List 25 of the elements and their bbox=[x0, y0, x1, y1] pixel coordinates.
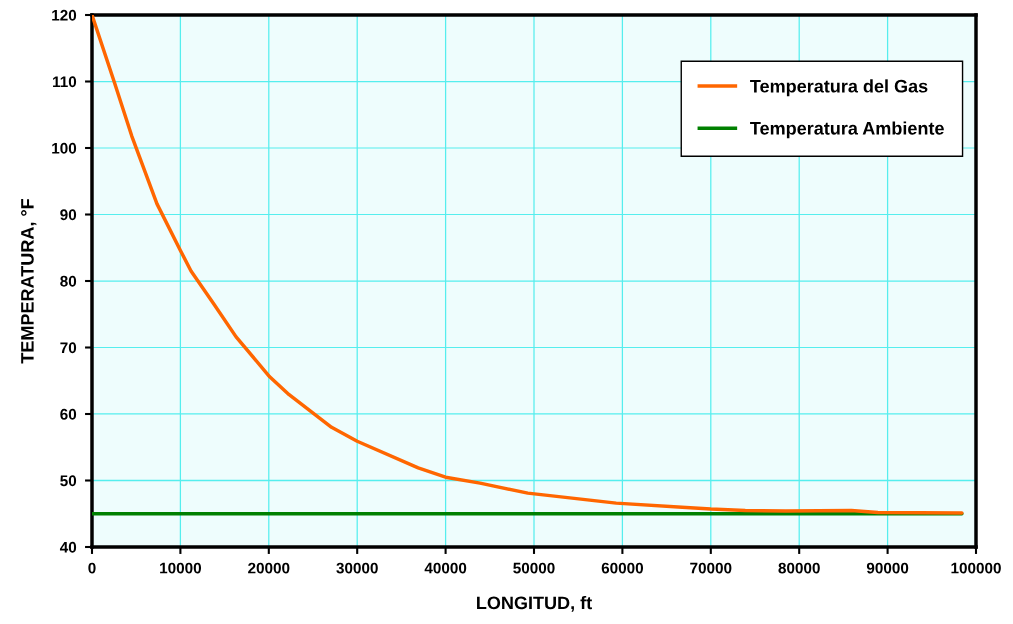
y-tick-label: 60 bbox=[60, 408, 77, 420]
x-tick-label: 90000 bbox=[866, 562, 909, 574]
y-tick-label: 80 bbox=[60, 275, 77, 287]
x-tick-label: 0 bbox=[88, 562, 96, 574]
x-tick-label: 50000 bbox=[513, 562, 555, 574]
y-tick-label: 50 bbox=[60, 475, 77, 487]
x-tick-label: 10000 bbox=[160, 562, 202, 574]
legend-label: Temperatura del Gas bbox=[750, 79, 928, 97]
x-tick-label: 60000 bbox=[601, 562, 644, 574]
x-tick-label: 30000 bbox=[336, 562, 378, 574]
y-tick-label: 40 bbox=[59, 541, 77, 553]
x-tick-label: 70000 bbox=[690, 562, 732, 574]
x-tick-label: 20000 bbox=[248, 562, 290, 574]
x-tick-label: 80000 bbox=[778, 562, 820, 574]
line-series bbox=[92, 15, 964, 515]
x-tick-label: 100000 bbox=[951, 562, 1001, 574]
x-tick-label: 40000 bbox=[424, 562, 467, 574]
y-tick-label: 100 bbox=[52, 142, 77, 154]
legend-label: Temperatura Ambiente bbox=[750, 121, 944, 139]
y-tick-label: 70 bbox=[60, 342, 77, 354]
x-axis-title: LONGITUD, ft bbox=[477, 595, 592, 612]
y-tick-label: 120 bbox=[52, 9, 77, 21]
y-tick-label: 90 bbox=[60, 209, 77, 221]
y-tick-label: 110 bbox=[53, 76, 77, 88]
y-axis-title: TEMPERATURA, °F bbox=[21, 198, 37, 364]
